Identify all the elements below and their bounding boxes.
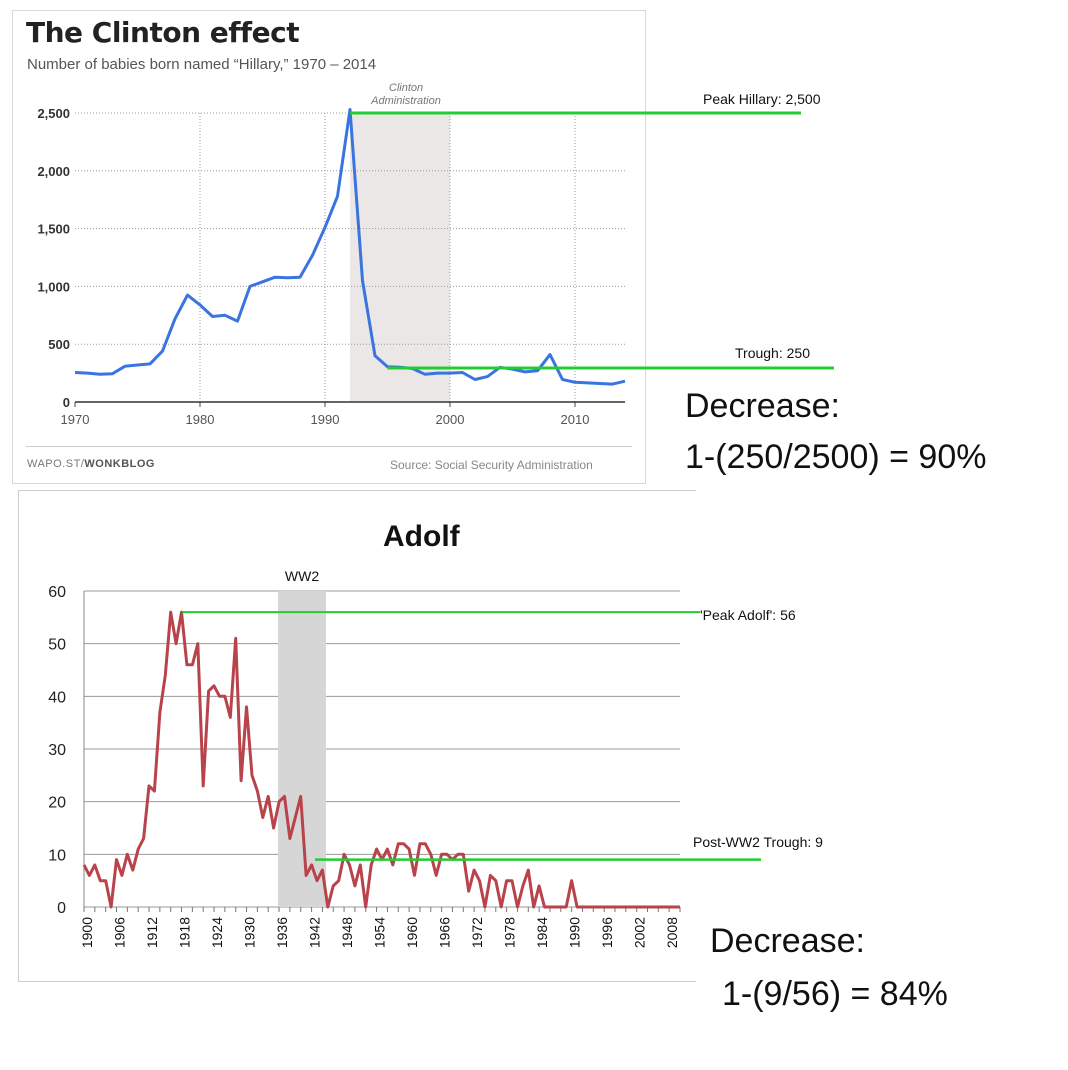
y-tick-label: 0	[63, 395, 70, 410]
y-tick-label: 2,500	[37, 106, 70, 121]
x-tick-label: 2008	[664, 917, 680, 948]
adolf-decrease-label: Decrease:	[710, 922, 865, 960]
adolf-trough-label: Post-WW2 Trough: 9	[693, 834, 823, 850]
clinton-administration-shade	[350, 113, 450, 402]
y-tick-label: 50	[48, 637, 66, 654]
footer-prefix: WAPO.ST/	[27, 458, 85, 470]
y-tick-label: 20	[48, 795, 66, 812]
clinton-administration-label-word: Clinton	[389, 82, 423, 94]
footer-wonkblog: WONKBLOG	[84, 458, 155, 470]
clinton-panel	[12, 10, 646, 484]
hillary-decrease-formula: 1-(250/2500) = 90%	[685, 438, 987, 476]
x-tick-label: 1912	[144, 917, 160, 948]
peak-adolf-label: 'Peak Adolf': 56	[700, 607, 796, 623]
x-tick-label: 1942	[307, 917, 323, 948]
x-tick-label: 1900	[79, 917, 95, 948]
x-tick-label: 1936	[274, 917, 290, 948]
x-tick-label: 2010	[561, 412, 590, 427]
x-tick-label: 1980	[186, 412, 215, 427]
x-tick-label: 1990	[567, 917, 583, 948]
x-tick-label: 1954	[372, 917, 388, 948]
clinton-footer-source: Source: Social Security Administration	[390, 458, 593, 472]
clinton-chart-title: The Clinton effect	[26, 16, 300, 49]
ww2-shade	[278, 591, 326, 907]
x-tick-label: 1924	[209, 917, 225, 948]
x-tick-label: 1906	[112, 917, 128, 948]
y-tick-label: 0	[57, 900, 66, 917]
x-tick-label: 1990	[311, 412, 340, 427]
y-tick-label: 2,000	[37, 164, 70, 179]
y-tick-label: 30	[48, 742, 66, 759]
x-tick-label: 1948	[339, 917, 355, 948]
x-tick-label: 2000	[436, 412, 465, 427]
x-tick-label: 1978	[502, 917, 518, 948]
x-tick-label: 1918	[177, 917, 193, 948]
x-tick-label: 1984	[534, 917, 550, 948]
hillary-series-line	[74, 108, 626, 386]
clinton-administration-label: Clinton Administration	[370, 82, 441, 107]
peak-hillary-label: Peak Hillary: 2,500	[703, 91, 821, 107]
x-tick-label: 1972	[469, 917, 485, 948]
y-tick-label: 10	[48, 847, 66, 864]
y-tick-label: 1,500	[37, 222, 70, 237]
clinton-footer-divider	[26, 446, 632, 447]
y-tick-label: 500	[48, 337, 70, 352]
clinton-administration-label-word: Administration	[370, 95, 441, 107]
ww2-label: WW2	[285, 568, 319, 584]
y-tick-label: 1,000	[37, 279, 70, 294]
x-tick-label: 2002	[632, 917, 648, 948]
clinton-footer-source-link[interactable]: WAPO.ST/WONKBLOG	[27, 458, 155, 470]
y-tick-label: 40	[48, 689, 66, 706]
x-tick-label: 1966	[437, 917, 453, 948]
x-tick-label: 1930	[242, 917, 258, 948]
adolf-panel	[18, 490, 696, 982]
hillary-trough-label: Trough: 250	[735, 345, 810, 361]
hillary-decrease-label: Decrease:	[685, 387, 840, 425]
x-tick-label: 1996	[599, 917, 615, 948]
clinton-chart-subtitle: Number of babies born named “Hillary,” 1…	[27, 56, 377, 73]
x-tick-label: 1970	[61, 412, 90, 427]
adolf-decrease-formula: 1-(9/56) = 84%	[722, 975, 948, 1013]
x-tick-label: 1960	[404, 917, 420, 948]
adolf-series-line	[82, 610, 680, 909]
y-tick-label: 60	[48, 584, 66, 601]
adolf-chart-title: Adolf	[383, 520, 460, 553]
